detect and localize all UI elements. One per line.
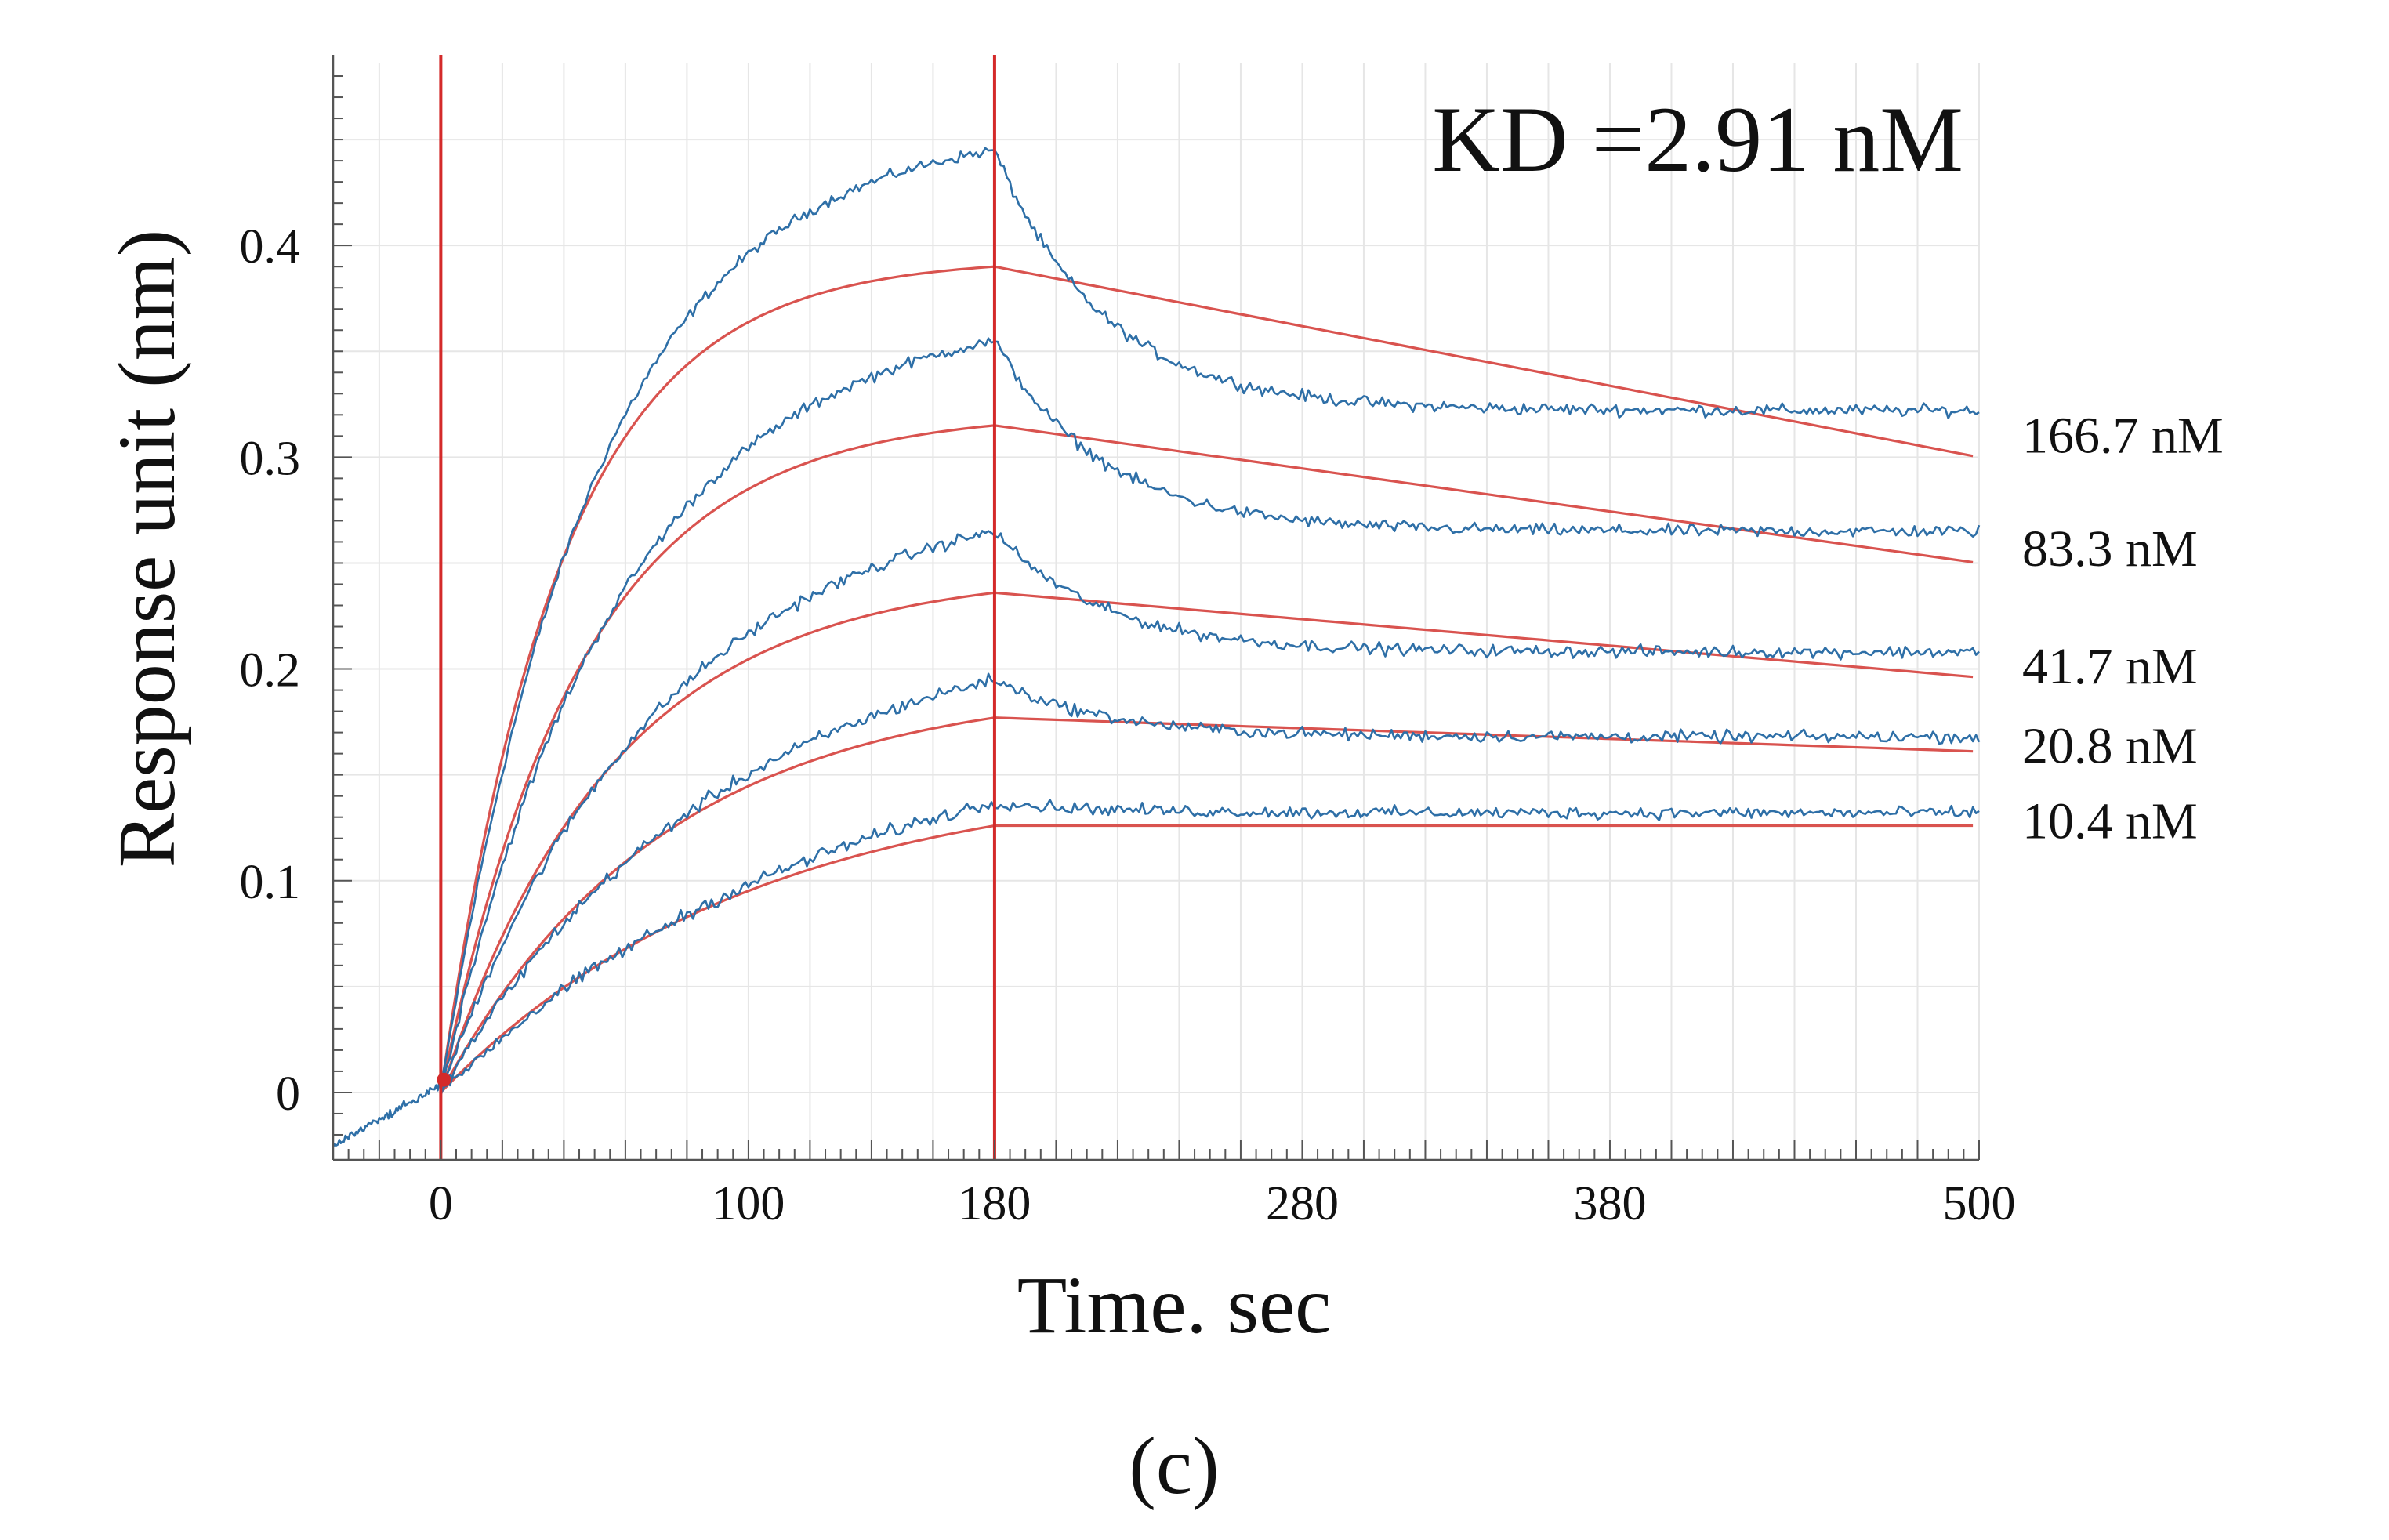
fit-curve xyxy=(439,424,1974,1093)
y-tick-label: 0.2 xyxy=(240,644,301,698)
y-axis-title: Response unit (nm) xyxy=(102,230,192,868)
x-tick-label: 500 xyxy=(1943,1177,2016,1230)
measured-curve xyxy=(440,799,1980,1096)
fit-curve xyxy=(439,265,1974,1093)
series-label: 20.8 nM xyxy=(2022,717,2198,774)
x-tick-label: 280 xyxy=(1266,1177,1339,1230)
labels: KD =2.91 nM Time. sec Response unit (nm)… xyxy=(102,87,2224,1511)
measured-curve xyxy=(440,147,1980,1092)
kd-annotation: KD =2.91 nM xyxy=(1432,87,1963,191)
x-tick-label: 380 xyxy=(1573,1177,1646,1230)
series-label: 41.7 nM xyxy=(2022,638,2198,695)
axes xyxy=(332,55,1980,1161)
panel-label: (c) xyxy=(1129,1421,1219,1511)
series-label: 166.7 nM xyxy=(2022,408,2224,465)
measured-curve xyxy=(440,530,1980,1092)
measured-curve xyxy=(440,337,1981,1091)
phase-markers xyxy=(437,55,996,1160)
fit-curves xyxy=(439,265,1974,1094)
y-tick-label: 0 xyxy=(276,1067,300,1121)
fit-curve xyxy=(440,824,1974,1094)
injection-point xyxy=(437,1072,451,1087)
measured-curve xyxy=(440,672,1981,1089)
series-label: 10.4 nM xyxy=(2022,792,2198,850)
x-tick-label: 100 xyxy=(712,1177,785,1230)
fit-curve xyxy=(439,591,1974,1093)
x-tick-label: 0 xyxy=(429,1177,453,1230)
x-tick-label: 180 xyxy=(958,1177,1031,1230)
x-axis-title: Time. sec xyxy=(1017,1260,1332,1350)
measured-curves xyxy=(332,147,1981,1147)
grid xyxy=(333,63,1980,1160)
baseline-curve xyxy=(332,1081,442,1147)
y-tick-label: 0.4 xyxy=(240,220,301,274)
y-tick-label: 0.3 xyxy=(240,432,301,485)
series-label: 83.3 nM xyxy=(2022,520,2198,578)
fit-curve xyxy=(439,716,1974,1093)
y-tick-label: 0.1 xyxy=(240,856,301,909)
